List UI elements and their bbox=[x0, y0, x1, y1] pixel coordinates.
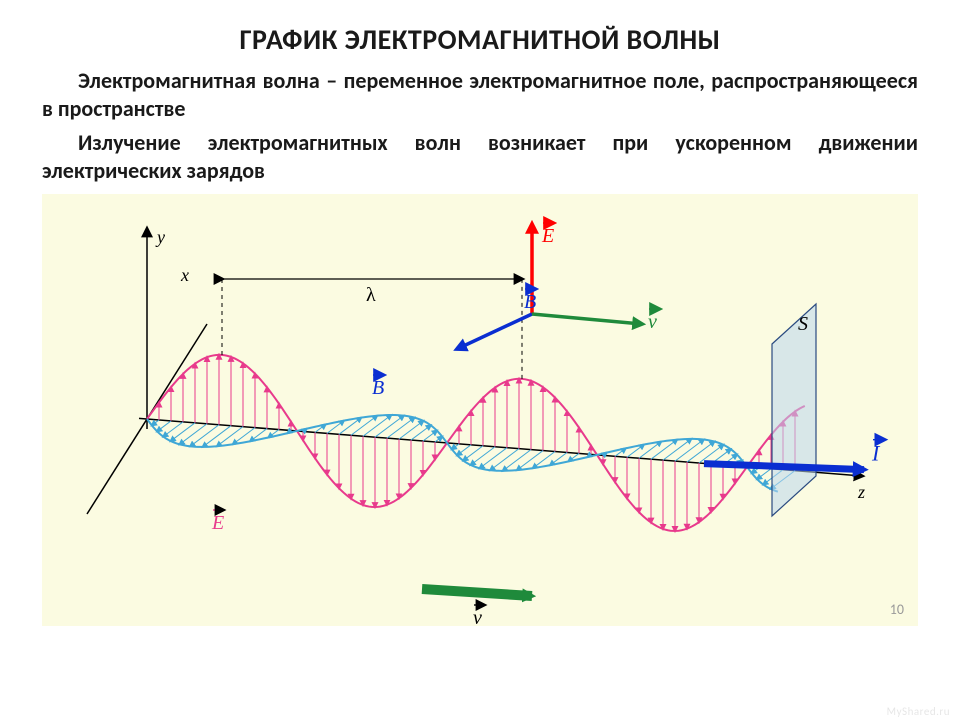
slide-page: ГРАФИК ЭЛЕКТРОМАГНИТНОЙ ВОЛНЫ Электромаг… bbox=[0, 0, 960, 720]
em-wave-diagram: yzxλBEEBvSIv 10 bbox=[42, 194, 918, 626]
svg-text:E: E bbox=[211, 512, 224, 534]
svg-text:y: y bbox=[155, 227, 165, 247]
svg-text:v: v bbox=[473, 607, 482, 626]
svg-text:v: v bbox=[648, 311, 657, 333]
svg-text:S: S bbox=[798, 313, 808, 335]
svg-text:B: B bbox=[524, 291, 536, 313]
svg-text:λ: λ bbox=[366, 284, 376, 306]
page-number: 10 bbox=[890, 601, 904, 618]
svg-text:z: z bbox=[857, 482, 865, 502]
em-wave-svg: yzxλBEEBvSIv bbox=[42, 194, 918, 626]
emission-paragraph: Излучение электромагнитных волн возникае… bbox=[42, 129, 918, 185]
svg-text:x: x bbox=[180, 265, 189, 285]
svg-text:E: E bbox=[541, 225, 554, 247]
svg-text:B: B bbox=[372, 377, 384, 399]
page-title: ГРАФИК ЭЛЕКТРОМАГНИТНОЙ ВОЛНЫ bbox=[42, 22, 918, 57]
definition-paragraph: Электромагнитная волна – переменное элек… bbox=[42, 67, 918, 123]
watermark: MyShared.ru bbox=[887, 705, 950, 718]
